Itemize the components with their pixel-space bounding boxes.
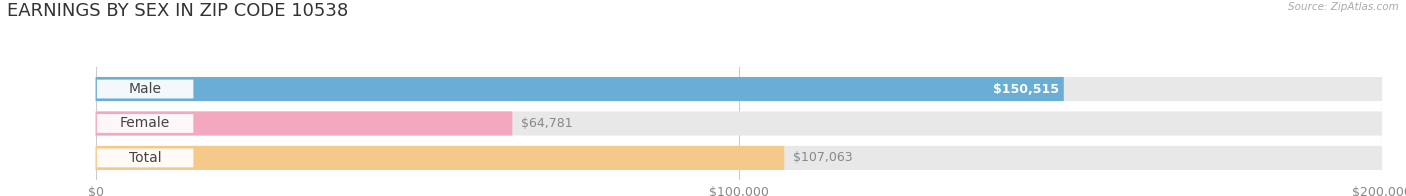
Text: Source: ZipAtlas.com: Source: ZipAtlas.com xyxy=(1288,2,1399,12)
FancyBboxPatch shape xyxy=(97,149,194,167)
Text: Total: Total xyxy=(129,151,162,165)
FancyBboxPatch shape xyxy=(96,111,512,136)
FancyBboxPatch shape xyxy=(96,77,1064,101)
Text: $107,063: $107,063 xyxy=(793,152,853,164)
Text: $64,781: $64,781 xyxy=(522,117,572,130)
FancyBboxPatch shape xyxy=(97,114,194,133)
Text: EARNINGS BY SEX IN ZIP CODE 10538: EARNINGS BY SEX IN ZIP CODE 10538 xyxy=(7,2,349,20)
FancyBboxPatch shape xyxy=(96,77,1382,101)
FancyBboxPatch shape xyxy=(96,146,1382,170)
Text: Male: Male xyxy=(128,82,162,96)
Text: $150,515: $150,515 xyxy=(993,83,1059,95)
Text: Female: Female xyxy=(120,116,170,131)
FancyBboxPatch shape xyxy=(96,146,785,170)
FancyBboxPatch shape xyxy=(96,111,1382,136)
FancyBboxPatch shape xyxy=(97,80,194,98)
